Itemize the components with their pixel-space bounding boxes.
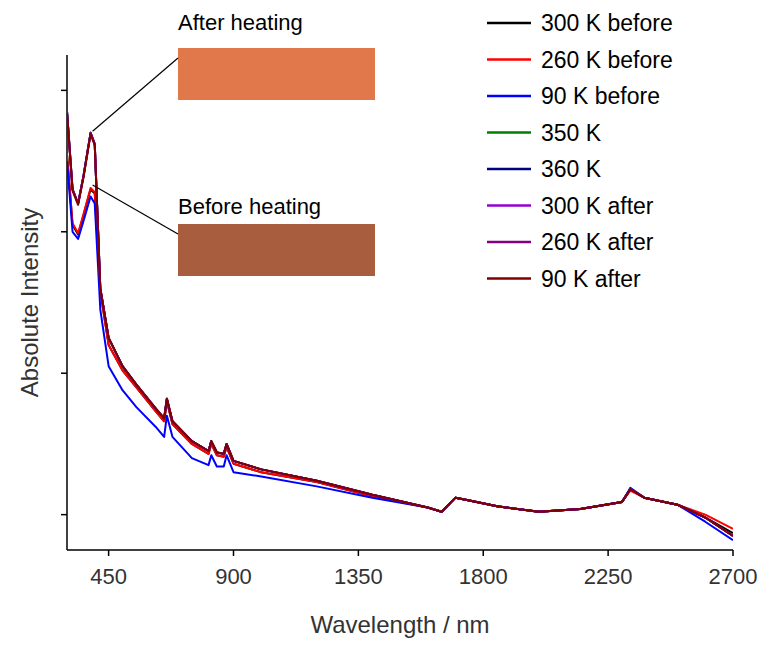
legend-label: 260 K after (541, 229, 654, 255)
series-line (67, 112, 733, 536)
y-tick (61, 231, 67, 233)
legend-swatch (487, 58, 531, 61)
legend-swatch (487, 95, 531, 98)
legend-label: 300 K after (541, 193, 654, 219)
legend-label: 90 K after (541, 266, 641, 292)
series-line (67, 154, 733, 533)
y-axis-title: Absolute Intensity (16, 208, 43, 397)
legend-swatch (487, 22, 531, 25)
x-tick (607, 550, 609, 556)
legend-swatch (487, 168, 531, 171)
series-line (67, 112, 733, 536)
x-tick-label: 2700 (709, 564, 758, 589)
chart: 450 900 1350 1800 2250 2700 Wavelength / nm Abs… (0, 0, 769, 645)
x-tick-label: 1800 (459, 564, 508, 589)
x-tick-label: 1350 (334, 564, 383, 589)
legend-label: 360 K (541, 156, 602, 182)
series-line (67, 154, 733, 529)
legend-label: 350 K (541, 120, 602, 146)
legend-swatch (487, 277, 531, 280)
x-tick (233, 550, 235, 556)
x-tick-label: 900 (215, 564, 252, 589)
series-line (67, 113, 733, 536)
x-tick (108, 550, 110, 556)
leader-line (93, 185, 178, 234)
x-tick-label: 2250 (584, 564, 633, 589)
series-line (67, 112, 733, 536)
x-axis-title: Wavelength / nm (310, 611, 489, 638)
legend-swatch (487, 241, 531, 244)
color-swatch (178, 48, 375, 100)
x-tick (483, 550, 485, 556)
y-tick (61, 372, 67, 374)
y-tick (61, 514, 67, 516)
annotation: Before heating (178, 194, 321, 219)
annotation: After heating (178, 10, 303, 35)
x-axis (67, 549, 733, 551)
plot-lines (67, 112, 733, 541)
leader-line (93, 58, 178, 131)
x-tick (358, 550, 360, 556)
legend-label: 260 K before (541, 47, 673, 73)
series-line (67, 112, 733, 536)
y-tick (61, 90, 67, 92)
color-swatch (178, 224, 375, 276)
legend-swatch (487, 204, 531, 207)
legend-label: 90 K before (541, 83, 660, 109)
x-tick (732, 550, 734, 556)
series-line (67, 161, 733, 540)
legend-label: 300 K before (541, 10, 673, 36)
x-tick-label: 450 (90, 564, 127, 589)
legend-swatch (487, 131, 531, 134)
